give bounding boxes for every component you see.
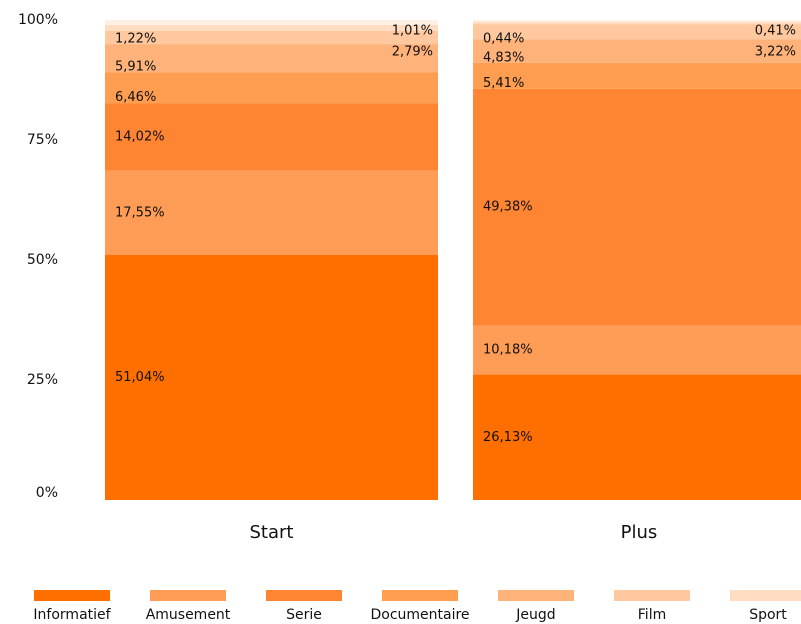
bar-segment bbox=[105, 72, 438, 104]
legend-label: Film bbox=[638, 607, 666, 623]
legend-swatch bbox=[150, 590, 226, 601]
bar-segment bbox=[473, 20, 801, 22]
bar-segment bbox=[105, 30, 438, 45]
data-label: 51,04% bbox=[115, 370, 165, 385]
y-tick-label: 100% bbox=[18, 12, 58, 28]
bar-segment bbox=[105, 255, 438, 500]
data-label: 10,18% bbox=[483, 343, 533, 358]
y-tick-label: 50% bbox=[27, 252, 58, 268]
legend-swatch bbox=[730, 590, 801, 601]
legend-swatch bbox=[266, 590, 342, 601]
bar-segment bbox=[473, 374, 801, 500]
data-label: 17,55% bbox=[115, 205, 165, 220]
bar-segment bbox=[473, 325, 801, 375]
bar-segment bbox=[473, 88, 801, 326]
legend-swatch bbox=[34, 590, 110, 601]
bar-segment bbox=[105, 24, 438, 31]
legend-label: Amusement bbox=[146, 607, 231, 623]
legend-label: Jeugd bbox=[515, 607, 555, 623]
data-label: 14,02% bbox=[115, 130, 165, 145]
legend-label: Sport bbox=[749, 607, 787, 623]
data-label: 2,79% bbox=[392, 45, 433, 60]
data-label: 5,41% bbox=[483, 76, 524, 91]
data-label: 0,41% bbox=[755, 24, 796, 39]
x-tick-label: Plus bbox=[621, 522, 658, 543]
bar-segment bbox=[105, 103, 438, 171]
bar-segment bbox=[105, 20, 438, 25]
data-label: 26,13% bbox=[483, 430, 533, 445]
data-label: 1,22% bbox=[115, 32, 156, 47]
data-label: 6,46% bbox=[115, 90, 156, 105]
bar-segment bbox=[105, 170, 438, 256]
y-tick-label: 75% bbox=[27, 132, 58, 148]
legend-swatch bbox=[498, 590, 574, 601]
legend-swatch bbox=[614, 590, 690, 601]
bar-segment bbox=[105, 44, 438, 73]
legend-label: Informatief bbox=[33, 607, 111, 623]
y-tick-label: 25% bbox=[27, 372, 58, 388]
data-label: 4,83% bbox=[483, 51, 524, 66]
bar-segment bbox=[473, 62, 801, 89]
x-tick-label: Start bbox=[250, 522, 294, 543]
data-label: 49,38% bbox=[483, 200, 533, 215]
bar-segment bbox=[473, 39, 801, 63]
bar-segment bbox=[473, 24, 801, 40]
legend-label: Documentaire bbox=[370, 607, 469, 623]
legend-swatch bbox=[382, 590, 458, 601]
bar-segment bbox=[473, 21, 801, 25]
data-label: 3,22% bbox=[755, 45, 796, 60]
data-label: 1,01% bbox=[392, 24, 433, 39]
data-label: 0,44% bbox=[483, 32, 524, 47]
legend-label: Serie bbox=[286, 607, 322, 623]
y-tick-label: 0% bbox=[36, 485, 58, 501]
data-label: 5,91% bbox=[115, 59, 156, 74]
